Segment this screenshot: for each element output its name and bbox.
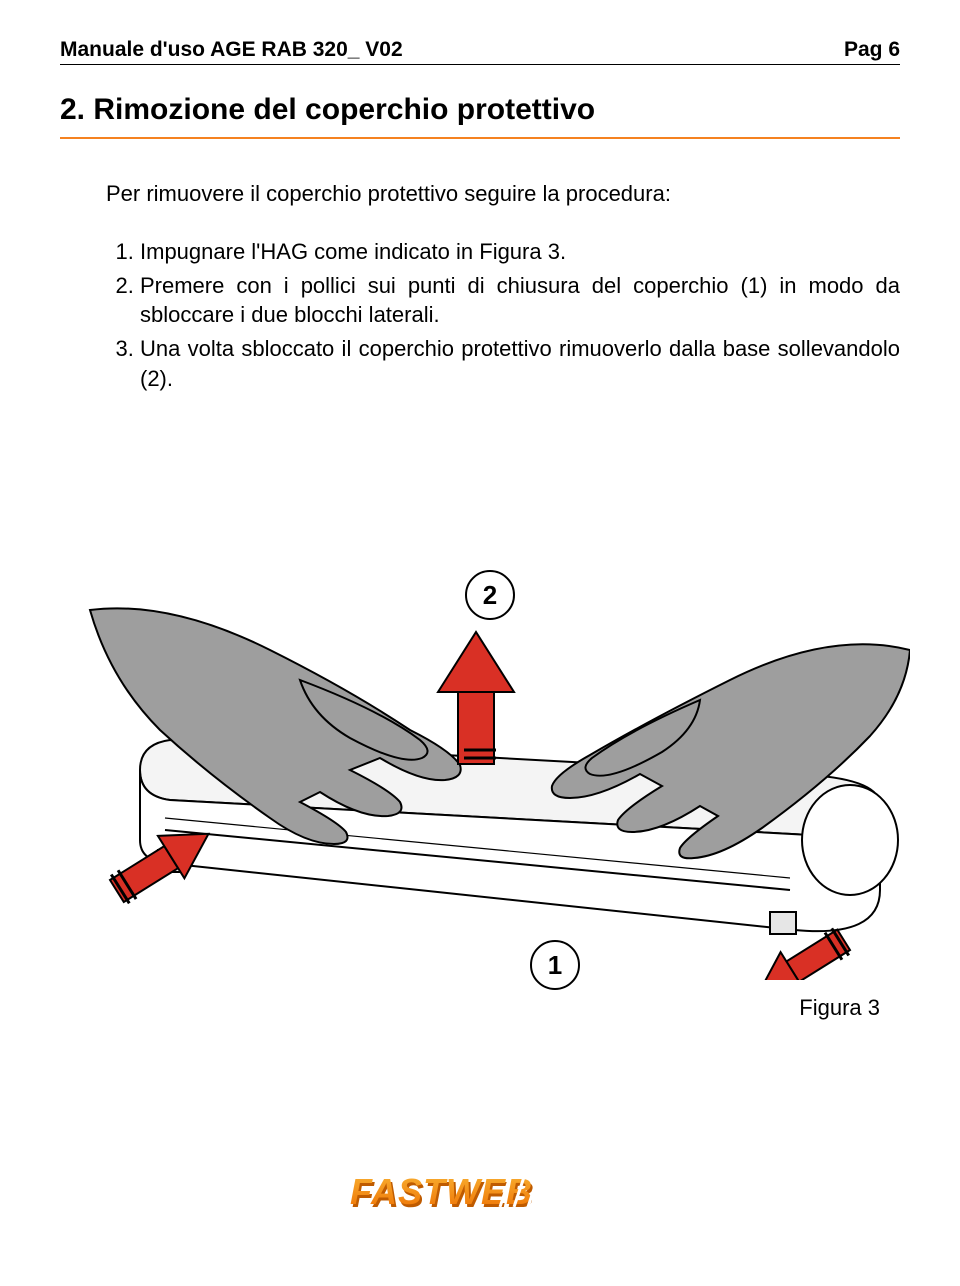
callout-2: 2	[465, 570, 515, 620]
step-item: Premere con i pollici sui punti di chius…	[140, 271, 900, 330]
header-divider	[60, 64, 900, 65]
fastweb-logo-icon: FASTWEB FASTWEB	[350, 1167, 610, 1221]
section-heading: 2. Rimozione del coperchio protettivo	[60, 93, 900, 127]
section-title-text: Rimozione del coperchio protettivo	[93, 93, 595, 126]
page-header: Manuale d'uso AGE RAB 320_ V02 Pag 6	[60, 38, 900, 62]
section-divider	[60, 137, 900, 139]
doc-title: Manuale d'uso AGE RAB 320_ V02	[60, 38, 403, 62]
intro-text: Per rimuovere il coperchio protettivo se…	[106, 181, 900, 207]
figure-container: 2 1 Figura 3	[0, 530, 960, 1050]
section-number: 2.	[60, 93, 85, 126]
figure-caption: Figura 3	[799, 995, 880, 1021]
page-number: Pag 6	[844, 38, 900, 62]
callout-1-label: 1	[548, 950, 562, 981]
arrow-up-icon	[438, 632, 514, 764]
callout-2-label: 2	[483, 580, 497, 611]
brand-logo: FASTWEB FASTWEB	[350, 1167, 610, 1226]
step-item: Impugnare l'HAG come indicato in Figura …	[140, 237, 900, 267]
step-item: Una volta sbloccato il coperchio protett…	[140, 334, 900, 393]
step-list: Impugnare l'HAG come indicato in Figura …	[106, 237, 900, 393]
callout-1: 1	[530, 940, 580, 990]
